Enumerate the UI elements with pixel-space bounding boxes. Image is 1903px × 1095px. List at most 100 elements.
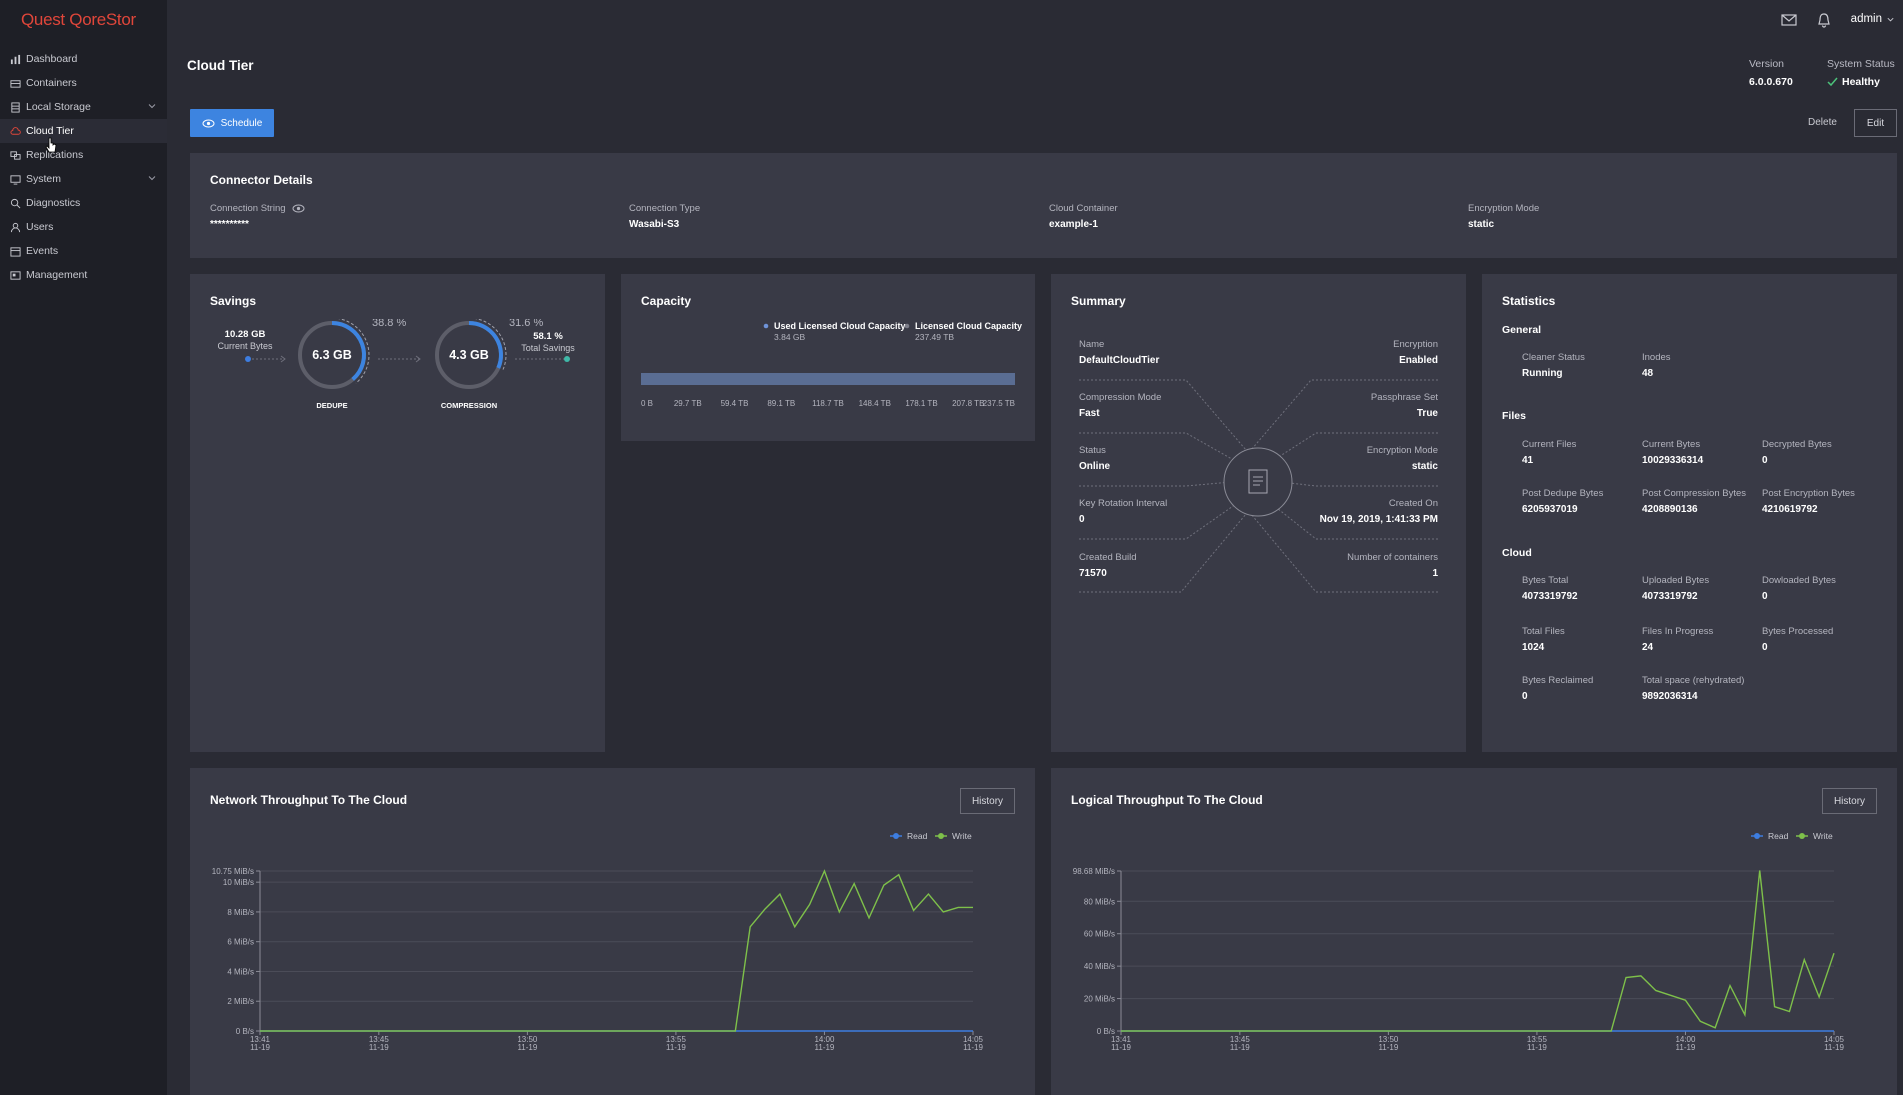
compression-value: 4.3 GB (449, 348, 489, 362)
stat-files-in-progress: Files In Progress 24 (1642, 626, 1713, 653)
network-throughput-panel: Network Throughput To The Cloud History … (190, 768, 1035, 1095)
stat-current-bytes: Current Bytes 10029336314 (1642, 439, 1703, 466)
used-capacity-label: Used Licensed Cloud Capacity (774, 321, 906, 331)
field-label: Bytes Reclaimed (1522, 675, 1594, 686)
total-savings-dot (564, 356, 570, 362)
schedule-button[interactable]: Schedule (190, 109, 274, 137)
eye-icon[interactable] (292, 204, 305, 213)
field-label: Inodes (1642, 352, 1671, 363)
field-label: Bytes Processed (1762, 626, 1834, 637)
sidebar-item-dashboard[interactable]: Dashboard (0, 47, 167, 71)
stat-post-encryption-bytes: Post Encryption Bytes 4210619792 (1762, 488, 1855, 515)
summary-field-created-on: Created On Nov 19, 2019, 1:41:33 PM (1320, 498, 1438, 525)
y-tick-label: 8 MiB/s (227, 908, 254, 917)
panel-title: Logical Throughput To The Cloud (1071, 793, 1263, 807)
field-label: Number of containers (1347, 552, 1438, 563)
stat-post-dedupe-bytes: Post Dedupe Bytes 6205937019 (1522, 488, 1603, 515)
x-tick-label: 13:45 (1230, 1035, 1251, 1044)
x-tick-label: 13:50 (517, 1035, 538, 1044)
brand-logo[interactable]: Quest QoreStor (21, 10, 136, 29)
user-menu[interactable]: admin (1851, 13, 1895, 25)
delete-button[interactable]: Delete (1808, 117, 1837, 128)
network-history-button[interactable]: History (960, 788, 1015, 814)
legend-read-dot (893, 833, 899, 839)
legend-write-dot (1799, 833, 1805, 839)
summary-field-containers: Number of containers 1 (1347, 552, 1438, 579)
stat-current-files: Current Files 41 (1522, 439, 1576, 466)
chevron-down-icon[interactable] (147, 173, 157, 183)
eye-icon (202, 119, 215, 127)
sidebar-item-containers[interactable]: Containers (0, 71, 167, 95)
field-label: Post Compression Bytes (1642, 488, 1747, 499)
mail-icon[interactable] (1780, 12, 1798, 28)
logical-history-button[interactable]: History (1822, 788, 1877, 814)
licensed-capacity-value: 237.49 TB (915, 332, 954, 342)
summary-field-status: Status Online (1079, 445, 1110, 472)
capacity-bar (641, 373, 1015, 385)
sidebar-nav: Dashboard Containers Local Storage Cloud… (0, 47, 167, 287)
sidebar-item-users[interactable]: Users (0, 215, 167, 239)
summary-field-encryption: Encryption Enabled (1393, 339, 1438, 366)
sidebar-item-system[interactable]: System (0, 167, 167, 191)
y-tick-label: 98.68 MiB/s (1073, 867, 1115, 876)
field-value: example-1 (1049, 219, 1098, 230)
capacity-tick-label: 237.5 TB (983, 399, 1015, 408)
chart-series (260, 869, 973, 1032)
sidebar-item-management[interactable]: Management (0, 263, 167, 287)
network-throughput-chart: Read Write 0 B/s 2 MiB/s 4 MiB/s 6 MiB/s 8 M… (212, 831, 984, 1052)
document-icon (1248, 469, 1268, 494)
arrow-right-icon (415, 355, 421, 363)
y-tick-label: 0 B/s (1097, 1027, 1115, 1036)
sidebar-item-label: Management (26, 269, 88, 281)
mouse-pointer-icon (45, 137, 57, 153)
x-tick-sublabel: 11-19 (1111, 1043, 1131, 1052)
x-tick-sublabel: 11-19 (963, 1043, 983, 1052)
stat-bytes-processed: Bytes Processed 0 (1762, 626, 1833, 653)
legend-write-dot (938, 833, 944, 839)
x-tick-sublabel: 11-19 (815, 1043, 835, 1052)
field-value: 4210619792 (1762, 504, 1818, 515)
field-label: Cloud Container (1049, 203, 1118, 214)
diagnostics-icon (9, 197, 21, 209)
field-value: Enabled (1399, 355, 1438, 366)
replication-icon (9, 149, 21, 161)
container-icon (9, 77, 21, 89)
management-icon (9, 269, 21, 281)
field-value: 0 (1762, 591, 1768, 602)
statistics-panel: Statistics General Cleaner Status Runnin… (1482, 274, 1897, 752)
sidebar-item-diagnostics[interactable]: Diagnostics (0, 191, 167, 215)
summary-field-name: Name DefaultCloudTier (1079, 339, 1159, 366)
chevron-down-icon[interactable] (147, 101, 157, 111)
sidebar-item-cloud-tier[interactable]: Cloud Tier (0, 119, 167, 143)
y-tick-label: 20 MiB/s (1084, 995, 1115, 1004)
field-label: Connection String (210, 203, 286, 214)
page-title: Cloud Tier (187, 58, 254, 73)
field-label: Cleaner Status (1522, 352, 1585, 363)
y-tick-label: 0 B/s (236, 1027, 254, 1036)
x-tick-sublabel: 11-19 (250, 1043, 270, 1052)
field-label: Compression Mode (1079, 392, 1162, 403)
y-tick-label: 10 MiB/s (223, 878, 254, 887)
bell-icon[interactable] (1815, 12, 1833, 28)
connection-string-field: Connection String ********** (210, 203, 305, 230)
sidebar-item-events[interactable]: Events (0, 239, 167, 263)
general-section-title: General (1502, 324, 1542, 336)
logical-throughput-panel: Logical Throughput To The Cloud History … (1051, 768, 1897, 1095)
x-tick-sublabel: 11-19 (1230, 1043, 1250, 1052)
dedupe-ring-fill (331, 321, 366, 381)
edit-button[interactable]: Edit (1854, 109, 1897, 137)
files-section-title: Files (1502, 410, 1526, 422)
user-name: admin (1850, 13, 1882, 25)
sidebar-item-local-storage[interactable]: Local Storage (0, 95, 167, 119)
capacity-tick-label: 89.1 TB (767, 399, 795, 408)
chart-grid (260, 870, 973, 1032)
field-label: Total space (rehydrated) (1642, 675, 1745, 686)
capacity-tick-label: 178.1 TB (905, 399, 937, 408)
sidebar-item-replications[interactable]: Replications (0, 143, 167, 167)
chevron-down-icon (1887, 17, 1894, 21)
sidebar-item-label: Diagnostics (26, 197, 81, 209)
stat-post-compression-bytes: Post Compression Bytes 4208890136 (1642, 488, 1746, 515)
arrow-right-icon (280, 355, 286, 363)
field-label: Bytes Total (1522, 575, 1569, 586)
capacity-tick-label: 148.4 TB (859, 399, 891, 408)
